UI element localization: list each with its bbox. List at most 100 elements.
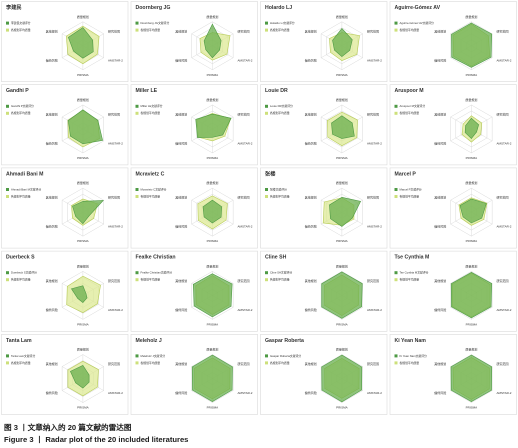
- axis-label: 偏倚风险: [434, 57, 446, 62]
- panel-title: Meleholz J: [136, 338, 162, 344]
- axis-label: 其他规划: [305, 28, 317, 33]
- legend-swatch: [6, 361, 9, 365]
- axis-label: 研究范围: [108, 361, 120, 366]
- legend-swatch: [135, 111, 139, 115]
- panel-title: Miller LE: [136, 88, 158, 94]
- legend-label: Aguirre-Gómez AV文献评分: [400, 21, 434, 25]
- series-study: [321, 354, 363, 403]
- axis-label: 其他规划: [175, 278, 187, 283]
- axis-label: 质量规划: [206, 97, 218, 102]
- axis-label: 质量规划: [336, 14, 348, 19]
- series-study: [191, 354, 233, 402]
- axis-label: PRISMA: [77, 156, 89, 160]
- legend-swatch: [6, 195, 9, 198]
- panel-title: Tanta Lam: [6, 338, 32, 344]
- legend-swatch: [394, 21, 398, 25]
- axis-label: AMSTAR-2: [367, 141, 382, 145]
- legend-swatch: [394, 195, 398, 198]
- axis-label: 偏倚风险: [305, 224, 317, 229]
- legend-label: Miller LE文献评分: [141, 104, 163, 108]
- series-study: [459, 198, 487, 224]
- axis-label: AMSTAR-2: [367, 308, 382, 312]
- axis-label: 质量规划: [206, 180, 218, 185]
- legend-swatch: [6, 104, 9, 108]
- axis-label: 质量规划: [206, 14, 218, 19]
- legend-label: 各规划平均质量: [11, 278, 31, 282]
- axis-label: 质量规划: [465, 347, 477, 352]
- axis-label: 偏倚风险: [175, 140, 187, 145]
- legend-swatch: [135, 188, 139, 191]
- axis-label: AMSTAR-2: [108, 58, 123, 62]
- axis-label: AMSTAR-2: [237, 225, 252, 229]
- axis-label: PRISMA: [336, 406, 348, 410]
- axis-label: 研究范围: [496, 111, 508, 116]
- panel-title: Aguirre-Gómez AV: [395, 5, 441, 11]
- legend-swatch: [6, 21, 9, 25]
- legend-swatch: [394, 104, 398, 108]
- axis-label: 质量规划: [206, 263, 218, 268]
- series-study: [332, 28, 353, 57]
- legend-swatch: [6, 111, 9, 115]
- axis-label: 其他规划: [175, 361, 187, 366]
- axis-label: 研究范围: [496, 28, 508, 33]
- legend-swatch: [135, 28, 139, 32]
- panel-title: Aruspoor M: [395, 88, 424, 94]
- panel-border: [130, 250, 258, 332]
- axis-label: 研究范围: [367, 361, 379, 366]
- axis-label: 其他规划: [305, 195, 317, 200]
- axis-label: 偏倚风险: [434, 390, 446, 395]
- series-study: [67, 27, 94, 59]
- axis-label: 其他规划: [434, 195, 446, 200]
- panel-border: [260, 250, 388, 332]
- axis-label: 质量规划: [77, 14, 89, 19]
- legend-swatch: [265, 188, 268, 191]
- series-study: [202, 199, 223, 224]
- axis-label: 研究范围: [367, 28, 379, 33]
- legend-swatch: [265, 354, 268, 358]
- axis-label: 质量规划: [77, 180, 89, 185]
- legend-swatch: [265, 104, 268, 108]
- panel-border: [389, 250, 517, 332]
- axis-label: PRISMA: [207, 73, 219, 77]
- series-study: [451, 22, 493, 68]
- legend-label: Aruspoor M文献评分: [400, 104, 426, 108]
- axis-label: 其他规划: [305, 361, 317, 366]
- axis-label: 其他规划: [434, 361, 446, 366]
- legend-label: 各规划平均质量: [141, 278, 161, 282]
- panel-title: 张楼: [265, 169, 276, 177]
- figure-caption-en: Figure 3 丨 Radar plot of the 20 included…: [4, 435, 189, 444]
- series-study: [464, 117, 479, 140]
- legend-label: 各规划平均质量: [270, 28, 290, 32]
- radar-panel: Aguirre-Gómez AV Aguirre-Gómez AV文献评分各规划平…: [389, 1, 517, 82]
- panel-title: Gaspar Roberta: [265, 338, 304, 344]
- axis-label: 偏倚风险: [434, 307, 446, 312]
- legend-swatch: [135, 271, 139, 275]
- legend-swatch: [6, 188, 9, 191]
- axis-label: 质量规划: [77, 347, 89, 352]
- axis-label: 偏倚风险: [175, 224, 187, 229]
- axis-label: 研究范围: [237, 111, 249, 116]
- axis-label: AMSTAR-2: [108, 141, 123, 145]
- legend-label: Tse Cynthia M文献评分: [400, 271, 429, 275]
- axis-label: PRISMA: [77, 406, 89, 410]
- axis-label: 质量规划: [77, 263, 89, 268]
- axis-label: AMSTAR-2: [496, 225, 511, 229]
- series-study: [450, 271, 493, 319]
- panel-border: [389, 167, 517, 249]
- legend-label: 各规划平均质量: [270, 111, 290, 115]
- legend-label: Tanta Lam文献评分: [11, 354, 35, 358]
- axis-label: 偏倚风险: [46, 307, 58, 312]
- axis-label: PRISMA: [466, 156, 478, 160]
- panel-border: [260, 1, 388, 82]
- panel-title: Doornberg JG: [136, 5, 171, 11]
- panel-border: [1, 84, 129, 166]
- legend-swatch: [265, 195, 268, 198]
- panel-border: [389, 84, 517, 166]
- legend-label: 各规划平均质量: [141, 194, 161, 198]
